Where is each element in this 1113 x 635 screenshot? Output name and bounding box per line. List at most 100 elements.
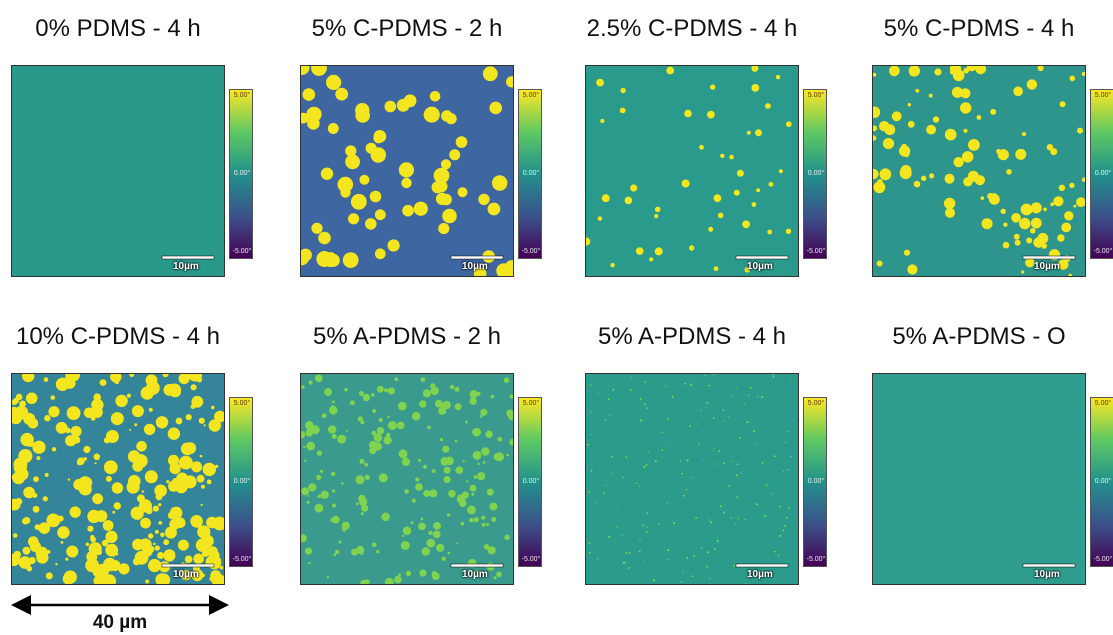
droplet — [311, 66, 327, 76]
droplet — [105, 475, 112, 482]
droplet — [661, 449, 664, 451]
droplet — [373, 433, 383, 442]
droplet — [364, 462, 369, 467]
droplet — [308, 561, 311, 565]
droplet — [643, 465, 646, 468]
droplet — [154, 484, 167, 498]
droplet — [103, 557, 117, 572]
droplet — [160, 532, 165, 537]
droplet — [1037, 66, 1044, 72]
colorbar-label: 5.00° — [233, 400, 251, 407]
droplet — [133, 454, 148, 468]
panel-title: 5% C-PDMS - 4 h — [883, 15, 1075, 42]
droplet — [787, 469, 789, 471]
droplet — [669, 442, 671, 443]
droplet — [480, 408, 488, 416]
droplet — [46, 513, 61, 528]
droplet — [426, 538, 436, 548]
droplet — [1076, 197, 1085, 208]
droplet — [137, 409, 142, 414]
scale-bar-label: 10µm — [1034, 261, 1060, 272]
droplet — [1069, 182, 1075, 189]
droplet — [987, 192, 994, 200]
droplet — [57, 526, 70, 539]
droplet — [369, 190, 382, 203]
droplet — [360, 512, 364, 516]
droplet — [410, 521, 414, 525]
droplet — [337, 176, 354, 193]
droplet — [706, 565, 708, 568]
droplet — [667, 549, 670, 552]
droplet — [624, 196, 633, 205]
droplet — [488, 434, 491, 437]
droplet — [421, 547, 430, 556]
droplet — [996, 149, 1001, 154]
droplet — [733, 189, 740, 196]
droplet — [439, 438, 444, 442]
droplet — [716, 444, 718, 446]
droplet — [145, 579, 150, 584]
droplet — [1002, 241, 1010, 249]
droplet — [1077, 127, 1083, 134]
droplet — [415, 483, 423, 491]
droplet — [506, 76, 513, 88]
droplet — [141, 490, 145, 493]
droplet — [761, 396, 763, 398]
droplet — [327, 425, 337, 434]
scale-bar — [1022, 255, 1076, 260]
droplet — [479, 415, 483, 418]
droplet — [609, 414, 611, 416]
droplet — [140, 517, 151, 529]
droplet — [155, 416, 169, 429]
droplet — [744, 518, 747, 521]
droplet — [654, 214, 659, 219]
droplet — [102, 520, 114, 531]
droplet — [412, 413, 416, 418]
droplet — [790, 456, 792, 458]
droplet — [326, 253, 340, 267]
droplet — [145, 374, 158, 387]
droplet — [944, 173, 955, 184]
droplet — [756, 188, 761, 193]
droplet — [446, 513, 451, 517]
droplet — [158, 503, 162, 507]
droplet — [481, 522, 486, 527]
droplet — [163, 549, 176, 562]
droplet — [316, 474, 322, 480]
droplet — [335, 87, 349, 101]
droplet — [33, 476, 39, 483]
droplet — [212, 516, 224, 531]
droplet — [438, 223, 450, 235]
droplet — [115, 394, 128, 408]
droplet — [736, 496, 739, 499]
droplet — [65, 427, 71, 434]
droplet — [783, 470, 785, 472]
droplet — [118, 563, 130, 575]
scale-bar — [1022, 563, 1076, 568]
droplet — [304, 459, 307, 462]
droplet — [700, 547, 703, 550]
droplet — [168, 480, 180, 492]
droplet — [310, 425, 320, 435]
droplet — [735, 523, 737, 525]
droplet — [32, 505, 40, 513]
droplet — [166, 480, 170, 484]
droplet — [693, 555, 696, 558]
droplet — [434, 399, 443, 408]
droplet — [648, 451, 650, 453]
scale-bar — [450, 255, 504, 260]
colorbar-label: 0.00° — [522, 478, 540, 485]
droplet — [980, 196, 985, 200]
droplet — [78, 482, 92, 496]
droplet — [326, 575, 330, 579]
scale-bar-label: 10µm — [462, 261, 488, 272]
micrograph-texture — [301, 66, 513, 276]
droplet — [975, 66, 987, 75]
droplet — [440, 159, 452, 170]
droplet — [384, 388, 388, 393]
droplet — [686, 459, 689, 462]
droplet — [201, 484, 205, 489]
droplet — [1081, 177, 1085, 182]
droplet — [445, 456, 454, 466]
droplet — [907, 264, 918, 275]
